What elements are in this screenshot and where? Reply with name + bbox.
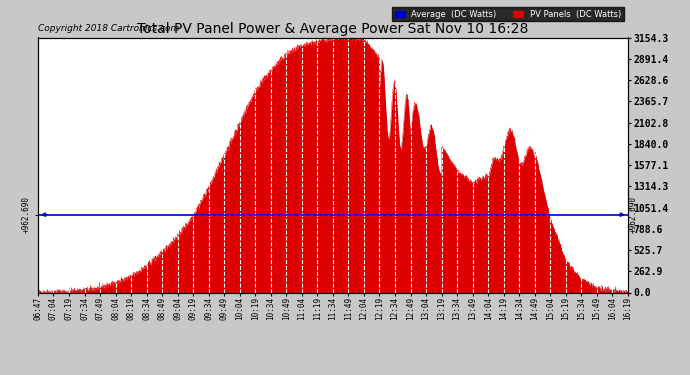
Legend: Average  (DC Watts), PV Panels  (DC Watts): Average (DC Watts), PV Panels (DC Watts) [392,7,624,21]
Text: Copyright 2018 Cartronics.com: Copyright 2018 Cartronics.com [38,24,179,33]
Text: +962.690: +962.690 [629,196,638,233]
Text: +962.690: +962.690 [22,196,31,233]
Title: Total PV Panel Power & Average Power Sat Nov 10 16:28: Total PV Panel Power & Average Power Sat… [137,22,529,36]
